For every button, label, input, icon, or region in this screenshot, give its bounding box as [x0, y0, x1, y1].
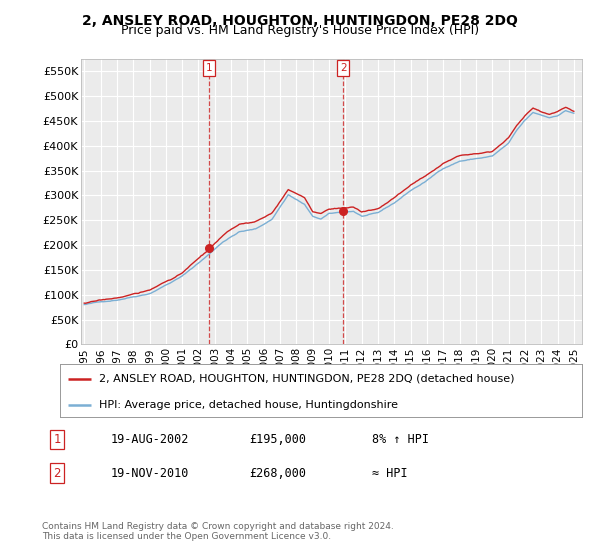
Text: 19-AUG-2002: 19-AUG-2002	[111, 433, 190, 446]
Text: 2, ANSLEY ROAD, HOUGHTON, HUNTINGDON, PE28 2DQ (detached house): 2, ANSLEY ROAD, HOUGHTON, HUNTINGDON, PE…	[99, 374, 515, 384]
Text: £268,000: £268,000	[249, 466, 306, 480]
Text: 2: 2	[53, 466, 61, 480]
Text: HPI: Average price, detached house, Huntingdonshire: HPI: Average price, detached house, Hunt…	[99, 400, 398, 410]
Text: 1: 1	[53, 433, 61, 446]
Text: 1: 1	[205, 63, 212, 73]
Text: 19-NOV-2010: 19-NOV-2010	[111, 466, 190, 480]
Text: £195,000: £195,000	[249, 433, 306, 446]
Text: 2, ANSLEY ROAD, HOUGHTON, HUNTINGDON, PE28 2DQ: 2, ANSLEY ROAD, HOUGHTON, HUNTINGDON, PE…	[82, 14, 518, 28]
Text: ≈ HPI: ≈ HPI	[372, 466, 407, 480]
Text: Price paid vs. HM Land Registry's House Price Index (HPI): Price paid vs. HM Land Registry's House …	[121, 24, 479, 37]
Text: Contains HM Land Registry data © Crown copyright and database right 2024.
This d: Contains HM Land Registry data © Crown c…	[42, 522, 394, 542]
Text: 2: 2	[340, 63, 347, 73]
Text: 8% ↑ HPI: 8% ↑ HPI	[372, 433, 429, 446]
